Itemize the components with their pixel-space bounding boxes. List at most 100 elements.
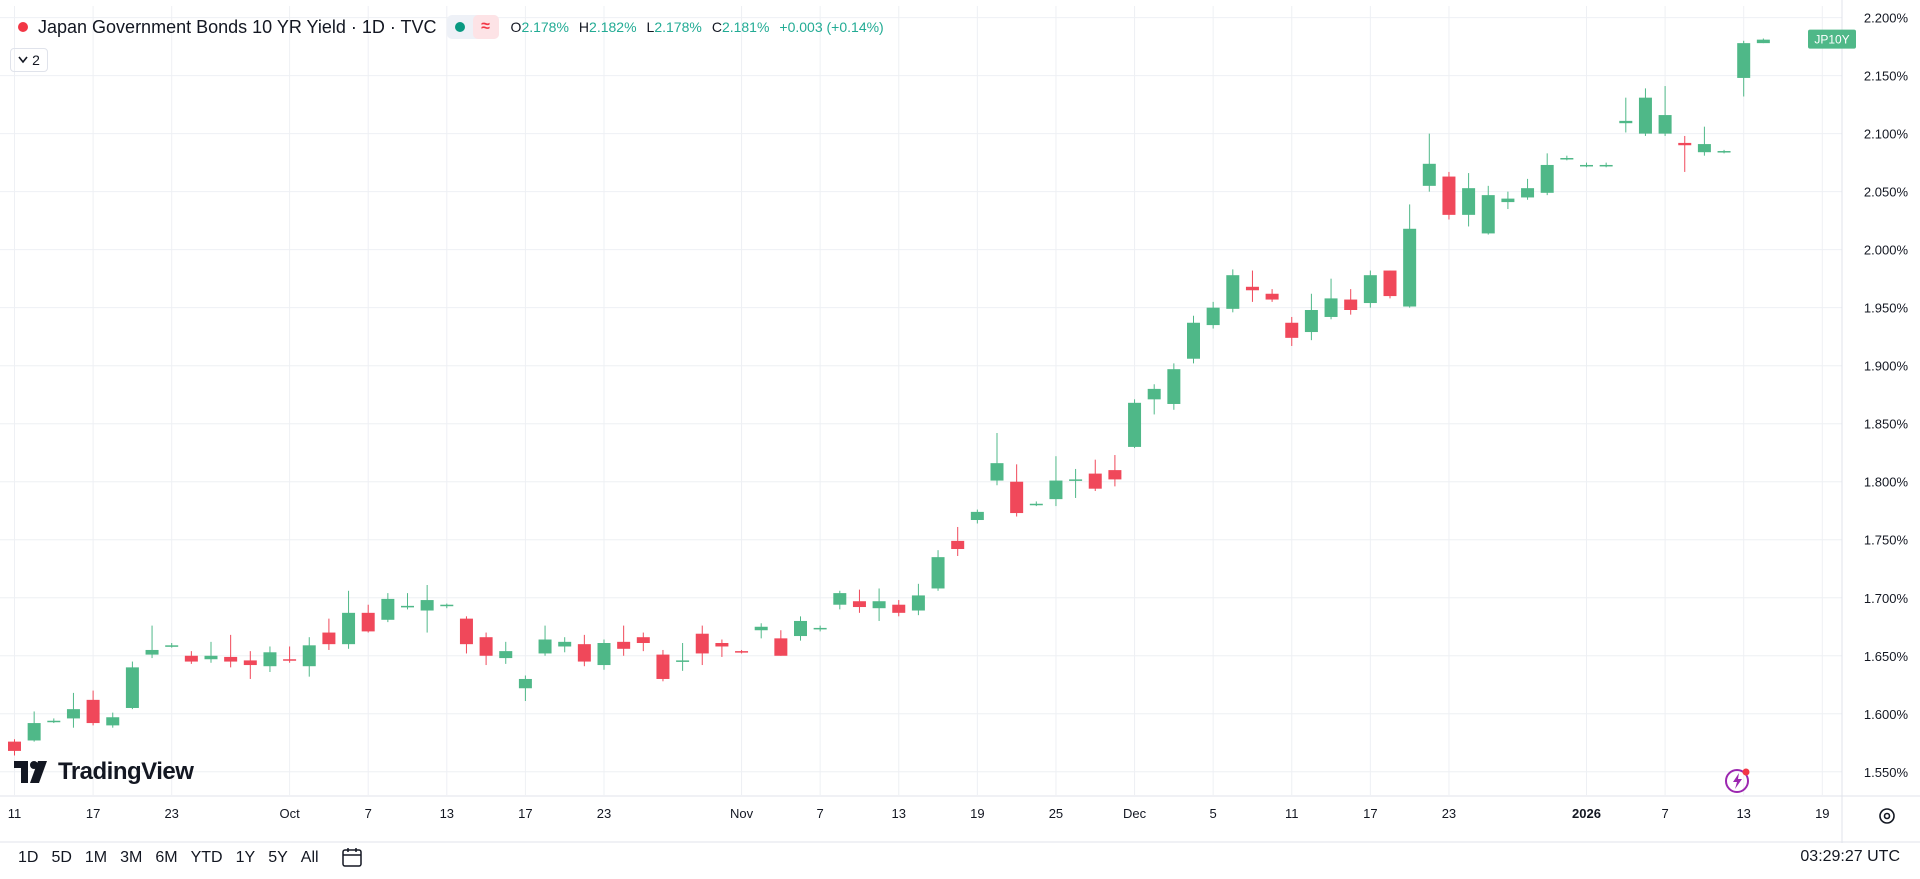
candle-body	[1678, 142, 1692, 146]
x-tick-label: 23	[164, 806, 178, 821]
candle-body	[1206, 307, 1220, 326]
candle	[1737, 40, 1751, 97]
market-open-icon[interactable]	[447, 15, 473, 39]
candle	[1167, 363, 1181, 410]
candle-body	[1029, 503, 1043, 506]
utc-clock[interactable]: 03:29:27 UTC	[1800, 848, 1900, 865]
candle	[302, 637, 316, 677]
y-tick-label: 1.700%	[1864, 591, 1909, 606]
range-button-1d[interactable]: 1D	[18, 849, 39, 866]
candle	[283, 646, 297, 663]
chart-legend: Japan Government Bonds 10 YR Yield · 1D …	[12, 15, 884, 39]
candle	[911, 583, 925, 616]
candle-body	[735, 651, 749, 653]
x-tick-label: 19	[970, 806, 984, 821]
candle-body	[774, 638, 788, 656]
y-tick-label: 1.600%	[1864, 707, 1909, 722]
range-button-5d[interactable]: 5D	[51, 849, 72, 866]
candle	[558, 637, 572, 653]
settings-gear-icon[interactable]	[1876, 805, 1898, 827]
candle-body	[538, 639, 552, 654]
candle-body	[951, 540, 965, 550]
candle-body	[931, 557, 945, 589]
y-tick-label: 1.750%	[1864, 533, 1909, 548]
y-tick-label: 2.000%	[1864, 243, 1909, 258]
range-button-5y[interactable]: 5Y	[268, 849, 288, 866]
candle	[1501, 191, 1515, 210]
candle	[754, 623, 768, 639]
candle	[1245, 270, 1259, 302]
indicator-count: 2	[32, 52, 40, 68]
candle-body	[813, 627, 827, 630]
candle	[125, 661, 139, 710]
candle	[47, 718, 61, 724]
candle	[1285, 316, 1299, 346]
candle-body	[1717, 151, 1731, 153]
range-button-ytd[interactable]: YTD	[190, 849, 223, 866]
candle-body	[1344, 299, 1358, 310]
date-range-calendar-icon[interactable]	[340, 846, 366, 870]
candle-body	[1560, 157, 1574, 160]
range-button-1m[interactable]: 1M	[84, 849, 108, 866]
candle-body	[1108, 470, 1122, 480]
candle	[1049, 456, 1063, 507]
candle	[951, 526, 965, 556]
candle-body	[636, 637, 650, 644]
candle	[263, 646, 277, 673]
y-tick-label: 1.650%	[1864, 649, 1909, 664]
candle-body	[302, 645, 316, 667]
candle	[1187, 315, 1200, 364]
candle-body	[66, 709, 80, 719]
wave-icon[interactable]: ≈	[472, 15, 499, 39]
candle-body	[911, 595, 925, 611]
candle	[715, 639, 729, 657]
x-tick-label: Nov	[730, 806, 754, 821]
candlestick-chart[interactable]: 1.550% 1.600% 1.650% 1.700% 1.750% 1.800% 1.85…	[0, 0, 1920, 843]
candle-body	[1049, 480, 1063, 500]
x-tick-label: 17	[1363, 806, 1377, 821]
candle-body	[794, 620, 807, 637]
candle	[1638, 88, 1652, 136]
range-button-6m[interactable]: 6M	[155, 849, 178, 866]
range-button-1y[interactable]: 1Y	[235, 849, 256, 866]
candle	[1560, 155, 1574, 161]
candle-body	[8, 741, 21, 751]
price-axis[interactable]: 1.550% 1.600% 1.650% 1.700% 1.750% 1.800% 1.85…	[1808, 11, 1908, 780]
candle	[1069, 468, 1083, 498]
x-tick-label: 13	[1736, 806, 1750, 821]
range-button-3m[interactable]: 3M	[120, 849, 143, 866]
candle-body	[558, 641, 572, 647]
symbol-title[interactable]: Japan Government Bonds 10 YR Yield · 1D …	[38, 16, 437, 37]
candle	[1304, 293, 1318, 341]
candle-body	[872, 601, 886, 609]
candle	[794, 616, 807, 641]
grid-lines	[0, 0, 1920, 843]
candle	[1363, 270, 1377, 308]
candle-body	[1010, 481, 1024, 514]
time-axis[interactable]: 11 17 23 Oct 7 13 17 23 Nov 7 13 19 25 Dec 5 11 17 23 2026…	[8, 806, 1830, 821]
indicators-toggle-button[interactable]: 2	[10, 48, 48, 72]
chevron-down-icon	[18, 56, 28, 64]
candle-body	[1462, 188, 1476, 215]
lightning-icon[interactable]	[1724, 766, 1752, 794]
y-tick-label: 1.950%	[1864, 301, 1909, 316]
candle-body	[342, 612, 356, 645]
candle-body	[165, 645, 179, 647]
candle-body	[401, 605, 414, 608]
range-button-all[interactable]: All	[300, 849, 319, 866]
candle	[695, 625, 709, 666]
x-tick-label: 5	[1210, 806, 1217, 821]
x-tick-label: 7	[1661, 806, 1668, 821]
candle	[479, 632, 493, 666]
candle	[518, 675, 532, 702]
candle-body	[440, 604, 454, 607]
candle	[66, 692, 80, 728]
candle	[381, 593, 395, 623]
x-tick-label: 13	[892, 806, 906, 821]
x-tick-label: 7	[817, 806, 824, 821]
candle-body	[322, 632, 336, 645]
candle-body	[852, 601, 866, 608]
candle-body	[499, 651, 513, 659]
tradingview-logo[interactable]: TradingView	[14, 758, 194, 786]
candle	[361, 604, 375, 633]
